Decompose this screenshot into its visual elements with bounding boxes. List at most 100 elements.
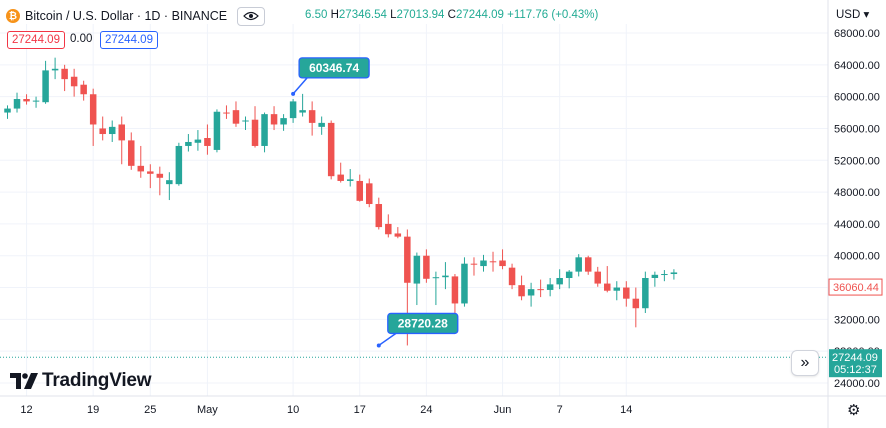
callout-box (387, 312, 459, 335)
countdown-label: 05:12:37 (834, 364, 877, 376)
candle-body (584, 257, 592, 272)
x-tick-label: 19 (87, 404, 99, 416)
candle-body (651, 274, 659, 278)
y-tick-label: 24000.00 (834, 378, 880, 390)
candle-body (546, 284, 554, 290)
y-tick-label: 64000.00 (834, 60, 880, 72)
candle-body (470, 263, 478, 265)
high-label: H (330, 9, 339, 21)
change-value: +117.76 (+0.43%) (507, 9, 599, 21)
x-tick-label: Jun (494, 404, 512, 416)
candle-body (42, 70, 49, 103)
spread-value: 0.00 (70, 33, 93, 45)
candle-body (432, 277, 440, 279)
candle-body (413, 255, 421, 284)
gear-icon[interactable]: ⚙ (847, 402, 861, 419)
candle-body (299, 110, 306, 113)
candle-body (480, 260, 487, 267)
x-tick-label: 24 (420, 404, 432, 416)
last-price-badge (829, 349, 882, 378)
x-tick-label: 17 (354, 404, 366, 416)
low-label: L (390, 9, 397, 21)
candle-body (32, 100, 40, 102)
annotations-layer: 60346.74 28720.28 (291, 57, 459, 348)
candle-body (404, 236, 411, 283)
candle-body (337, 174, 344, 181)
y-tick-label: 40000.00 (834, 251, 880, 263)
candle-body (527, 289, 535, 296)
sell-price-button[interactable]: 27244.09 (7, 31, 65, 49)
candle-body (451, 276, 459, 304)
x-axis[interactable]: 12 19 25 May 10 17 24 Jun 7 14 (20, 404, 632, 416)
candle-body (670, 272, 678, 275)
candle-body (575, 257, 582, 272)
currency-selector[interactable]: USD ▾ (836, 7, 869, 21)
ref-price-badge (828, 278, 883, 296)
y-tick-label: 60000.00 (834, 92, 880, 104)
currency-label: USD (836, 9, 861, 21)
scroll-to-realtime-button[interactable]: » (791, 350, 819, 376)
close-value: 27244.09 (455, 9, 504, 21)
candle-body (318, 122, 325, 127)
candle-body (537, 289, 544, 291)
callout-pointer (378, 332, 397, 347)
open-value: 6.50 (305, 9, 328, 21)
candle-body (51, 68, 59, 71)
candle-body (23, 99, 30, 102)
y-tick-label: 68000.00 (834, 28, 880, 40)
callout-pointer (292, 77, 308, 95)
y-tick-label: 52000.00 (834, 155, 880, 167)
eye-icon[interactable] (237, 6, 266, 26)
candle-body (394, 233, 402, 237)
ohlc-values: 6.50 H27346.54 L27013.94 C27244.09 +117.… (305, 9, 598, 21)
y-axis[interactable]: 68000.00 64000.00 60000.00 56000.00 52000.00… (828, 28, 883, 390)
candle-body (99, 128, 106, 135)
high-value: 27346.54 (338, 9, 387, 21)
candle-body (518, 285, 525, 297)
candle-body (13, 99, 21, 109)
ref-price-label: 36060.44 (833, 282, 879, 294)
double-chevron-right-icon: » (800, 354, 810, 371)
candle-body (70, 76, 78, 87)
candle-body (89, 94, 97, 125)
callout-anchor-dot (291, 91, 296, 96)
candles-layer (4, 57, 678, 346)
candle-body (565, 271, 573, 278)
tradingview-wordmark: TradingView (42, 370, 152, 391)
candle-body (280, 118, 287, 125)
candle-body (61, 68, 68, 80)
symbol-title[interactable]: Bitcoin / U.S. Dollar · 1D · BINANCE (25, 9, 228, 23)
y-tick-label: 48000.00 (834, 187, 880, 199)
chevron-down-icon: ▾ (860, 9, 870, 21)
candle-body (594, 271, 601, 284)
candle-body (194, 139, 202, 143)
candle-body (556, 278, 563, 285)
bitcoin-icon: ₿ (6, 9, 20, 23)
candle-body (623, 287, 630, 299)
candle-body (261, 114, 268, 146)
candle-body (461, 263, 468, 304)
callout-anchor-dot (376, 343, 381, 348)
candle-body (204, 138, 211, 146)
candle-body (80, 84, 87, 95)
x-tick-label: May (197, 404, 218, 416)
candle-body (242, 120, 249, 122)
buy-price-button[interactable]: 27244.09 (100, 31, 158, 49)
candle-body (489, 261, 497, 263)
candle-body (356, 180, 363, 201)
candle-body (613, 287, 621, 291)
close-label: C (447, 9, 456, 21)
candle-body (137, 165, 145, 172)
candle-body (4, 108, 11, 113)
x-tick-label: 14 (620, 404, 632, 416)
candle-body (508, 267, 516, 286)
candle-body (128, 140, 135, 166)
symbol-header[interactable]: ₿ Bitcoin / U.S. Dollar · 1D · BINANCE (6, 6, 266, 26)
y-tick-label: 56000.00 (834, 123, 880, 135)
candle-body (308, 110, 316, 123)
tradingview-logo: TradingView (10, 370, 152, 392)
candle-body (442, 275, 449, 278)
y-tick-label: 44000.00 (834, 219, 880, 231)
